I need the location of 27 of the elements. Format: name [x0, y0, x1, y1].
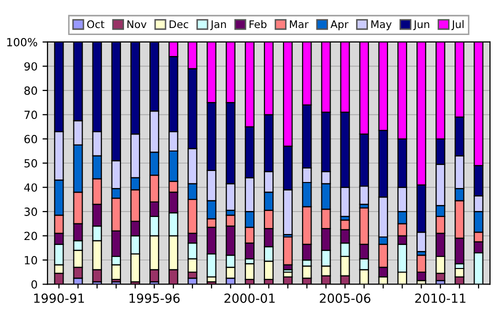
- y-tick-label: 50: [24, 159, 38, 168]
- y-tick-label: 100%: [7, 38, 38, 46]
- x-tick-label: 1995-96: [130, 293, 180, 303]
- legend-label: Nov: [127, 20, 146, 28]
- y-tick-label: 30: [24, 208, 38, 216]
- legend-label: Jul: [451, 20, 464, 30]
- legend-label: Jan: [210, 20, 226, 30]
- y-tick-label: 40: [24, 183, 38, 192]
- y-tick-label: 80: [24, 86, 38, 95]
- legend-label: May: [371, 20, 392, 30]
- legend-label: Jun: [413, 20, 430, 30]
- x-tick-label: 2000-01: [224, 293, 275, 303]
- y-tick-label: 70: [24, 110, 38, 120]
- bar: [244, 263, 255, 280]
- x-tick-label: 1990-91: [34, 293, 84, 303]
- y-tick-label: 20: [24, 232, 38, 240]
- x-tick-label: 2010-11: [415, 293, 466, 303]
- legend-label: Oct: [87, 20, 104, 28]
- y-tick-label: 90: [24, 62, 38, 71]
- y-tick-label: 60: [24, 134, 38, 144]
- y-tick-label: 10: [24, 256, 38, 264]
- y-tick-label: 0: [31, 280, 38, 289]
- legend-label: Feb: [250, 20, 266, 28]
- x-tick-label: 2005-06: [320, 293, 370, 303]
- legend-label: Dec: [170, 20, 188, 28]
- legend-label: Apr: [330, 20, 348, 30]
- legend-label: Mar: [290, 20, 309, 28]
